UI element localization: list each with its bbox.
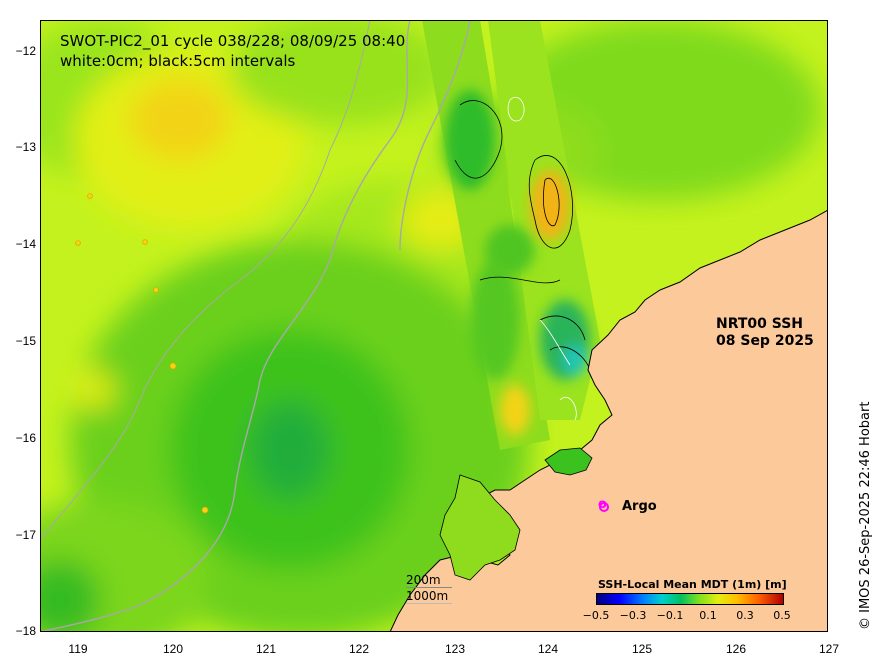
lat-tick-label: −18 <box>15 624 36 638</box>
lon-tick-label: 127 <box>818 642 840 656</box>
colorbar-tick: −0.1 <box>656 609 684 622</box>
product-date: 08 Sep 2025 <box>716 333 814 349</box>
lon-tick-label: 126 <box>725 642 747 656</box>
lon-tick-label: 124 <box>537 642 559 656</box>
lat-tick-label: −17 <box>15 528 36 542</box>
isobath-1000m <box>40 20 371 541</box>
depth-legend-1000m-line <box>406 603 452 604</box>
lat-tick-label: −16 <box>15 431 36 445</box>
colorbar-tick: 0.3 <box>736 609 754 622</box>
colorbar-tick: −0.5 <box>582 609 610 622</box>
lat-tick-label: −12 <box>15 44 36 58</box>
product-name: NRT00 SSH <box>716 316 804 332</box>
lon-tick-label: 120 <box>162 642 184 656</box>
map-subtitle: white:0cm; black:5cm intervals <box>60 52 296 70</box>
colorbar-title: SSH-Local Mean MDT (1m) [m] <box>598 578 787 591</box>
map-title: SWOT-PIC2_01 cycle 038/228; 08/09/25 08:… <box>60 32 406 50</box>
colorbar-tick: 0.5 <box>773 609 791 622</box>
colorbar-tick: 0.1 <box>699 609 717 622</box>
argo-legend-label: Argo <box>622 499 657 514</box>
colorbar-tick: −0.3 <box>619 609 647 622</box>
depth-legend-200m: 200m <box>406 573 441 587</box>
lat-tick-label: −15 <box>15 334 36 348</box>
ssh-field <box>40 20 828 632</box>
imos-credit: © IMOS 26-Sep-2025 22:46 Hobart <box>858 401 872 630</box>
isobath-200m <box>40 20 471 632</box>
lat-tick-label: −13 <box>15 140 36 154</box>
swot-swath-right <box>485 20 600 420</box>
lon-tick-label: 125 <box>631 642 653 656</box>
lon-tick-label: 122 <box>348 642 370 656</box>
lon-tick-label: 121 <box>255 642 277 656</box>
sample-points <box>75 193 209 514</box>
argo-legend-marker: o <box>598 497 607 512</box>
argo-float[interactable] <box>599 502 609 512</box>
depth-legend-200m-line <box>406 587 452 588</box>
swath-contours-white <box>507 97 577 421</box>
lat-tick-label: −14 <box>15 237 36 251</box>
lon-tick-label: 119 <box>68 642 88 656</box>
depth-legend-1000m: 1000m <box>406 589 449 603</box>
lon-tick-label: 123 <box>444 642 466 656</box>
coastal-inlet <box>544 447 593 476</box>
colorbar <box>596 593 784 605</box>
kings-sound <box>439 474 521 581</box>
map-area[interactable] <box>40 20 828 632</box>
